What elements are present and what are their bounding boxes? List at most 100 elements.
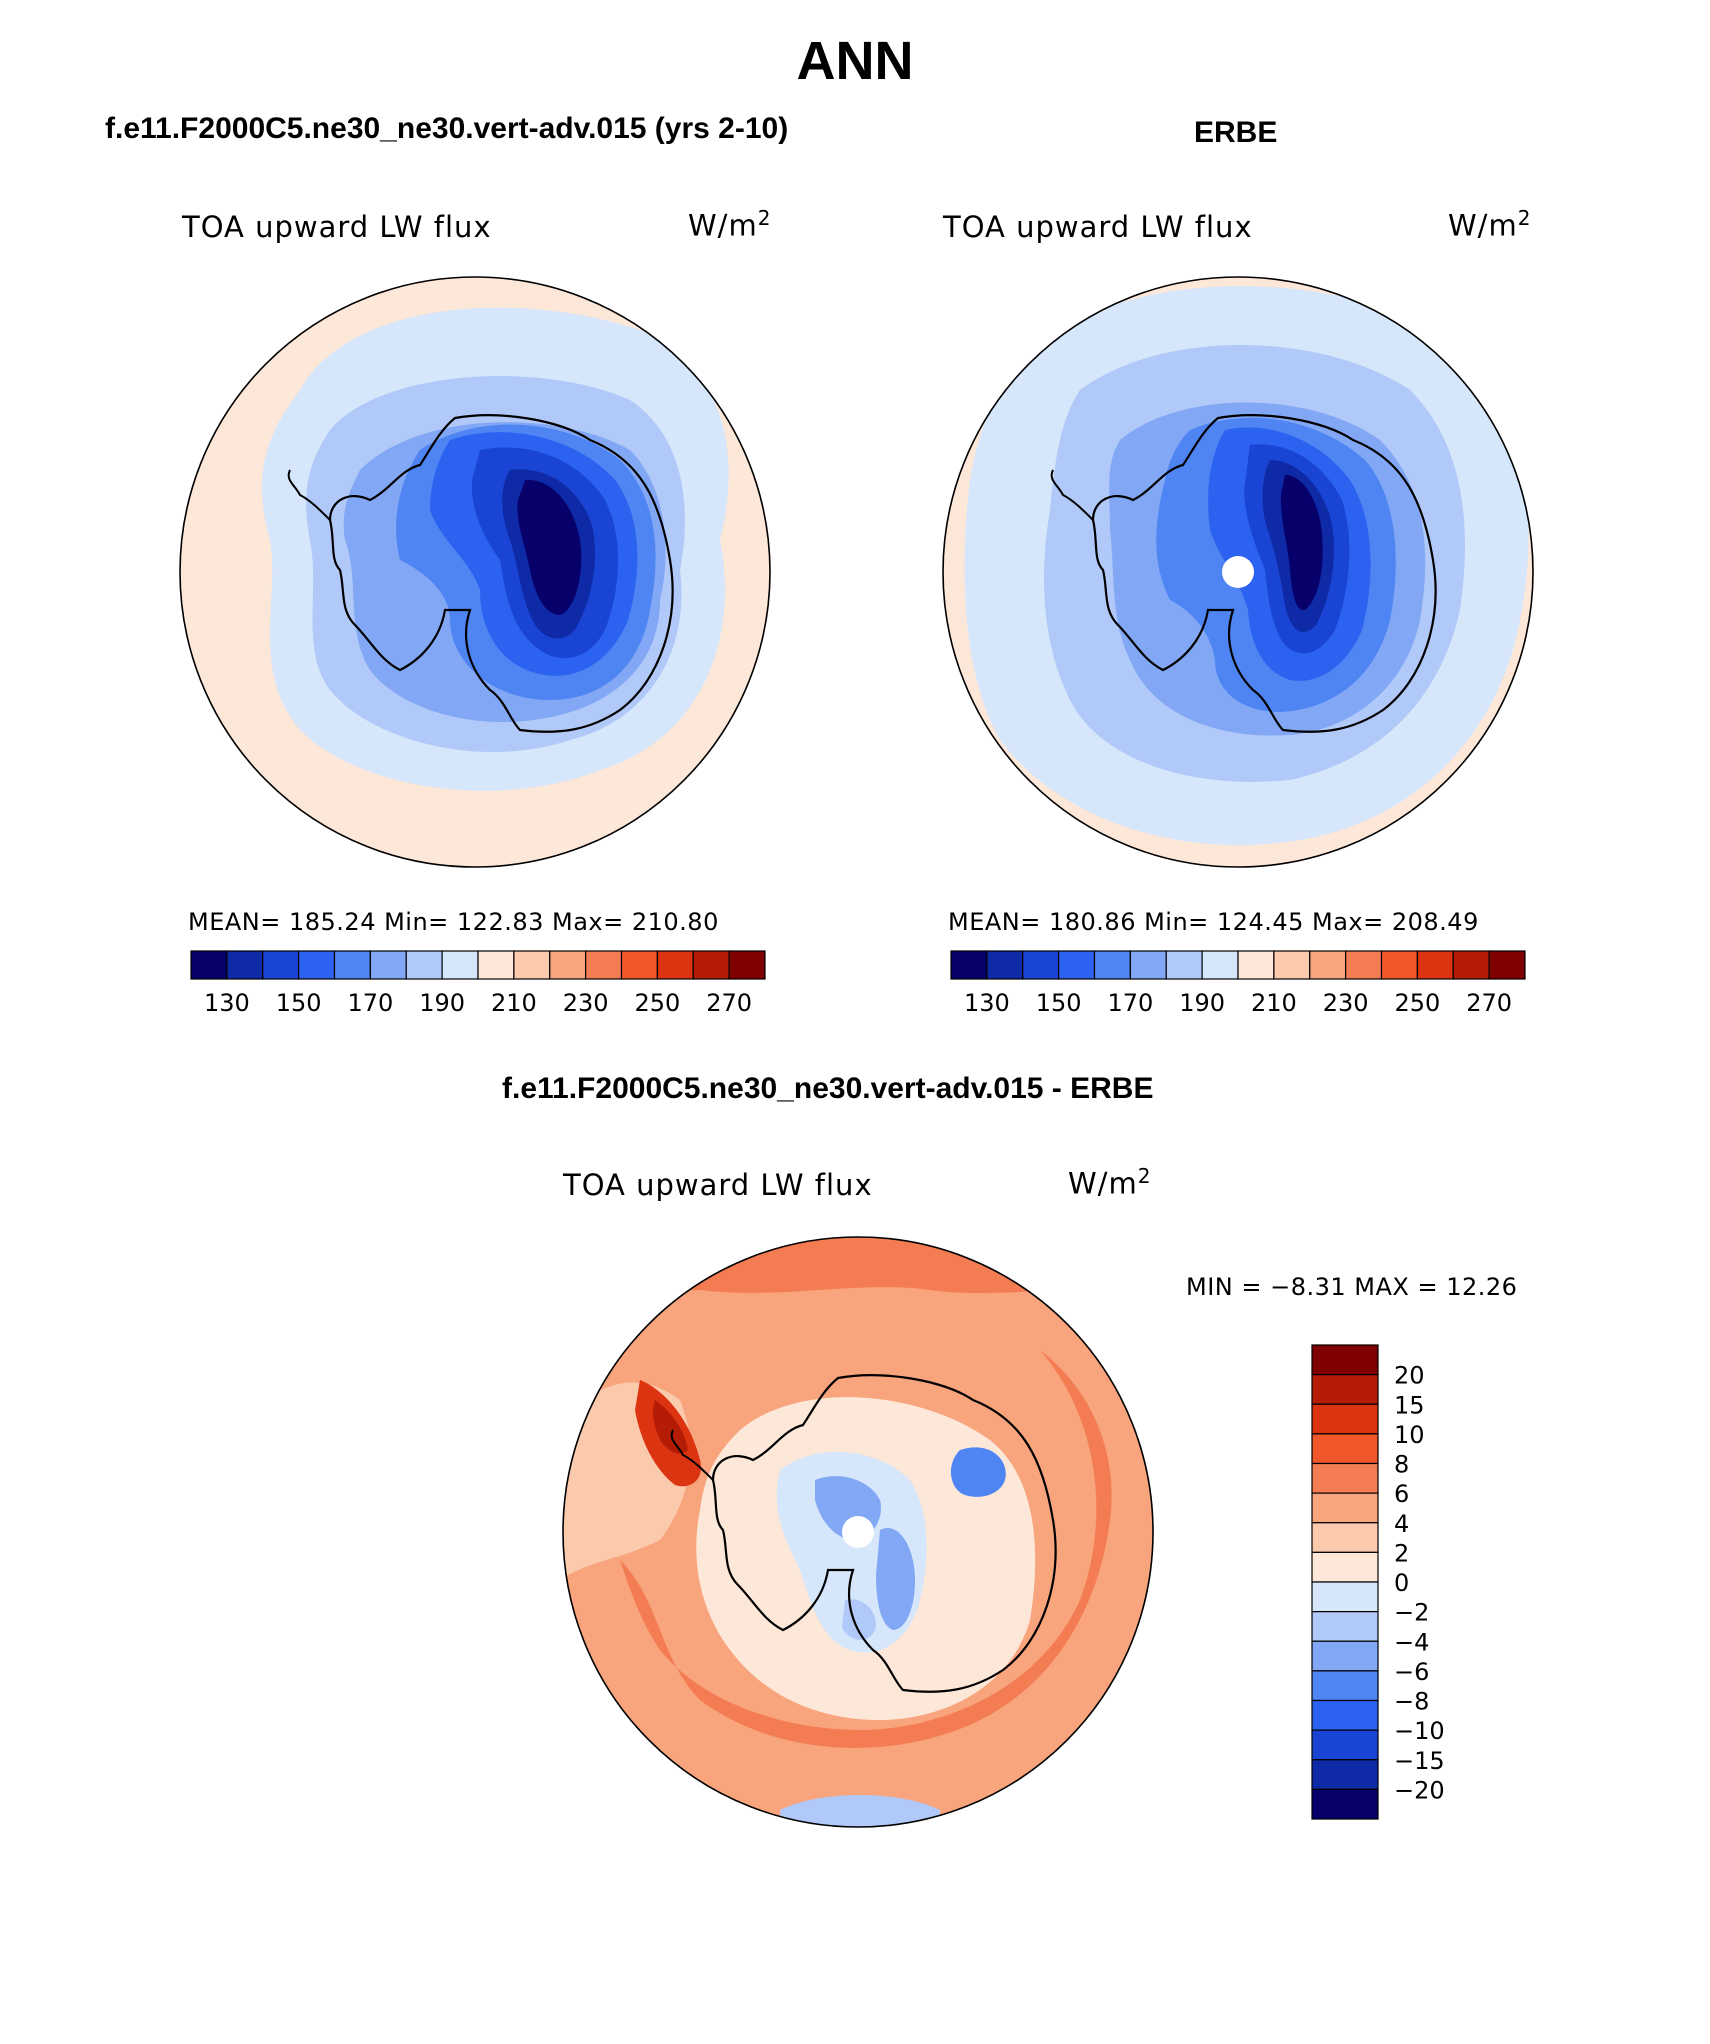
colorbar-box [1129,950,1167,980]
colorbar-box [369,950,407,980]
colorbar-box [1311,1729,1379,1761]
colorbar-tick-label: 150 [276,989,322,1017]
colorbar-tick-label: 210 [491,989,537,1017]
colorbar-tick-label: 230 [563,989,609,1017]
colorbar-box [333,950,371,980]
colorbar-box [1022,950,1060,980]
panel-1-title: f.e11.F2000C5.ne30_ne30.vert-adv.015 (yr… [105,112,789,145]
panel-2-title: ERBE [1194,116,1278,149]
colorbar-box [1309,950,1347,980]
figure-title: ANN [796,31,914,91]
colorbar-box [1311,1699,1379,1731]
colorbar-tick-label: 210 [1251,989,1297,1017]
colorbar-box [405,950,443,980]
colorbar-box [477,950,515,980]
colorbar-box [1311,1581,1379,1613]
colorbar-level-label: 8 [1394,1451,1409,1479]
panel-1-map-border [179,276,771,868]
colorbar-box [1311,1492,1379,1524]
colorbar-box [262,950,300,980]
colorbar-box [1311,1522,1379,1553]
colorbar-box [1311,1759,1379,1790]
colorbar-box [226,950,264,980]
colorbar-box [1201,950,1239,980]
panel-1-units: W/m2 [688,206,772,243]
colorbar-tick-label: 170 [1107,989,1153,1017]
panel-1-field-label: TOA upward LW flux [182,210,492,244]
colorbar-box [620,950,658,980]
colorbar-box [441,950,479,980]
colorbar-box [1311,1788,1379,1820]
colorbar-level-label: −10 [1394,1717,1445,1745]
colorbar-tick-label: 250 [1394,989,1440,1017]
colorbar-box [1311,1344,1379,1376]
colorbar-box [513,950,551,980]
colorbar-level-label: 2 [1394,1539,1409,1567]
colorbar-box [549,950,587,980]
panel-3-title: f.e11.F2000C5.ne30_ne30.vert-adv.015 - E… [502,1072,1154,1105]
panel-2-pole-mask [1222,556,1254,588]
panel-2-field-label: TOA upward LW flux [943,210,1253,244]
colorbar-box [1273,950,1311,980]
colorbar-tick-label: 130 [204,989,250,1017]
colorbar-tick-label: 150 [1036,989,1082,1017]
colorbar-level-label: 10 [1394,1421,1425,1449]
colorbar-box [1311,1551,1379,1583]
colorbar-level-label: −8 [1394,1688,1429,1716]
colorbar-box [1093,950,1131,980]
colorbar-tick-label: 130 [964,989,1010,1017]
colorbar-box [1311,1374,1379,1405]
colorbar-tick-label: 270 [1466,989,1512,1017]
colorbar-box [1311,1433,1379,1465]
colorbar-box [298,950,336,980]
colorbar-tick-label: 270 [706,989,752,1017]
colorbar-box [1380,950,1418,980]
panel-2-stats: MEAN= 180.86 Min= 124.45 Max= 208.49 [948,908,1479,936]
colorbar-box [1165,950,1203,980]
colorbar-box [190,950,228,980]
colorbar-level-label: 4 [1394,1510,1409,1538]
colorbar-level-label: −15 [1394,1747,1445,1775]
colorbar-box [1345,950,1383,980]
colorbar-box [1058,950,1096,980]
colorbar-box [1488,950,1526,980]
panel-2-map-border [942,276,1534,868]
colorbar-level-label: −2 [1394,1599,1429,1627]
colorbar-box [1237,950,1275,980]
panel-3-units: W/m2 [1068,1164,1152,1201]
panel-3-map-border [562,1236,1154,1828]
colorbar-box [1311,1403,1379,1435]
colorbar-tick-label: 190 [1179,989,1225,1017]
colorbar-box [692,950,730,980]
colorbar-box [1311,1611,1379,1642]
colorbar-box [986,950,1024,980]
colorbar-box [1311,1670,1379,1702]
colorbar-level-label: 15 [1394,1391,1425,1419]
colorbar-box [1452,950,1490,980]
colorbar-tick-label: 170 [347,989,393,1017]
colorbar-box [1311,1462,1379,1494]
colorbar-tick-label: 250 [634,989,680,1017]
colorbar-level-label: 6 [1394,1480,1409,1508]
colorbar-box [728,950,766,980]
colorbar-tick-label: 190 [419,989,465,1017]
panel-2-colorbar: 130 150 170 190 210 230 250 270 [950,950,1526,1017]
panel-3-field-label: TOA upward LW flux [563,1168,873,1202]
panel-2-units: W/m2 [1448,206,1532,243]
panel-1-stats: MEAN= 185.24 Min= 122.83 Max= 210.80 [188,908,719,936]
panel-1-colorbar: 130 150 170 190 210 230 250 270 [190,950,766,1017]
colorbar-level-label: 0 [1394,1569,1409,1597]
panel-3-pole-mask [842,1516,874,1548]
colorbar-level-label: −6 [1394,1658,1429,1686]
colorbar-box [950,950,988,980]
panel-1-map [180,277,770,867]
colorbar-box [1311,1640,1379,1672]
colorbar-level-label: −4 [1394,1628,1429,1656]
panel-3-stats: MIN = −8.31 MAX = 12.26 [1186,1273,1518,1301]
colorbar-level-label: 20 [1394,1362,1425,1390]
colorbar-box [585,950,623,980]
colorbar-box [1416,950,1454,980]
colorbar-tick-label: 230 [1323,989,1369,1017]
